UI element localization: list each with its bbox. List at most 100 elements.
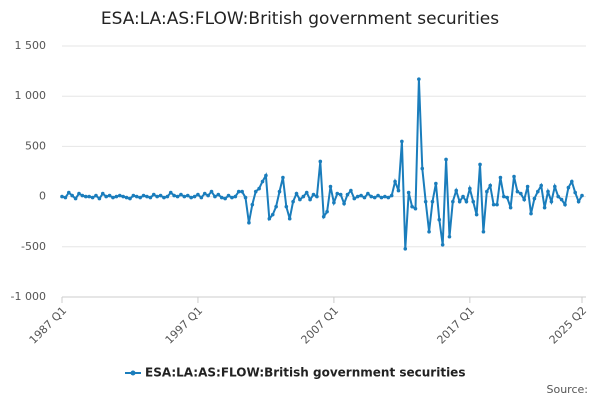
point [209,189,214,194]
point [247,220,251,225]
point [383,194,387,199]
point [349,188,353,193]
point [580,193,584,198]
point [287,216,292,221]
point [417,77,421,81]
point [451,199,455,204]
point [111,195,115,200]
point [233,194,238,199]
point [63,195,68,200]
y-tick-label: 0 [39,190,46,203]
point [440,242,445,247]
point [172,193,176,198]
y-tick-label: 500 [25,139,46,152]
x-tick-label: 1997 Q1 [163,304,206,347]
point [369,194,374,199]
point [213,194,217,199]
point [553,184,557,189]
y-tick-label: 1 500 [15,39,47,52]
point [437,217,442,222]
point [546,189,550,194]
point [393,179,397,184]
source: Source: [547,383,589,396]
point [308,197,312,202]
point [406,190,411,195]
point [345,192,350,197]
point [519,191,523,196]
point [359,193,363,198]
point [570,179,574,184]
point [165,194,170,199]
point [389,193,394,198]
point [338,192,343,197]
point [260,179,265,184]
point [294,191,299,196]
point [508,205,513,210]
point [539,183,544,188]
point [447,234,452,239]
point [413,206,418,211]
point [430,199,435,204]
point [97,196,102,201]
point [141,193,146,198]
point [148,195,153,200]
point [335,191,340,196]
chart-title: ESA:LA:AS:FLOW:British government securi… [101,9,499,29]
point [485,189,489,194]
point [189,195,193,200]
point [410,204,414,209]
point [532,196,537,201]
point [403,247,408,251]
point [328,184,333,189]
point [457,199,462,204]
point [301,194,306,199]
point [162,195,166,200]
point [498,175,503,180]
x-tick-label: 2017 Q1 [435,304,478,347]
point [145,194,149,199]
point [267,216,272,221]
point [70,193,74,198]
point [461,194,465,199]
point [138,195,142,200]
point [277,189,282,194]
point [573,190,578,195]
point [352,196,357,201]
point [488,183,493,188]
point [90,195,95,200]
point [512,174,516,179]
point [515,189,520,194]
point [168,190,173,195]
point [434,181,438,186]
point [223,196,227,201]
point [107,193,112,198]
point [100,191,105,196]
point [83,194,88,199]
point [311,192,316,197]
point [556,194,561,199]
point [549,199,554,204]
point [179,192,183,197]
point [226,193,231,198]
point [114,194,119,199]
point [94,193,98,198]
point [372,195,377,200]
point [332,200,336,205]
point [185,193,190,198]
point [444,157,448,162]
point [454,188,459,193]
point [525,184,530,189]
point [362,195,367,200]
point [400,139,404,144]
y-tick-label: -500 [21,240,46,253]
point [315,194,319,199]
series-line [61,79,583,249]
legend-label: ESA:LA:AS:FLOW:British government securi… [145,366,465,380]
point [253,189,258,194]
point [236,189,241,194]
point [121,194,125,199]
point [182,194,187,199]
y-tick-label: 1 000 [15,89,47,102]
point [230,195,234,200]
point [87,194,91,199]
